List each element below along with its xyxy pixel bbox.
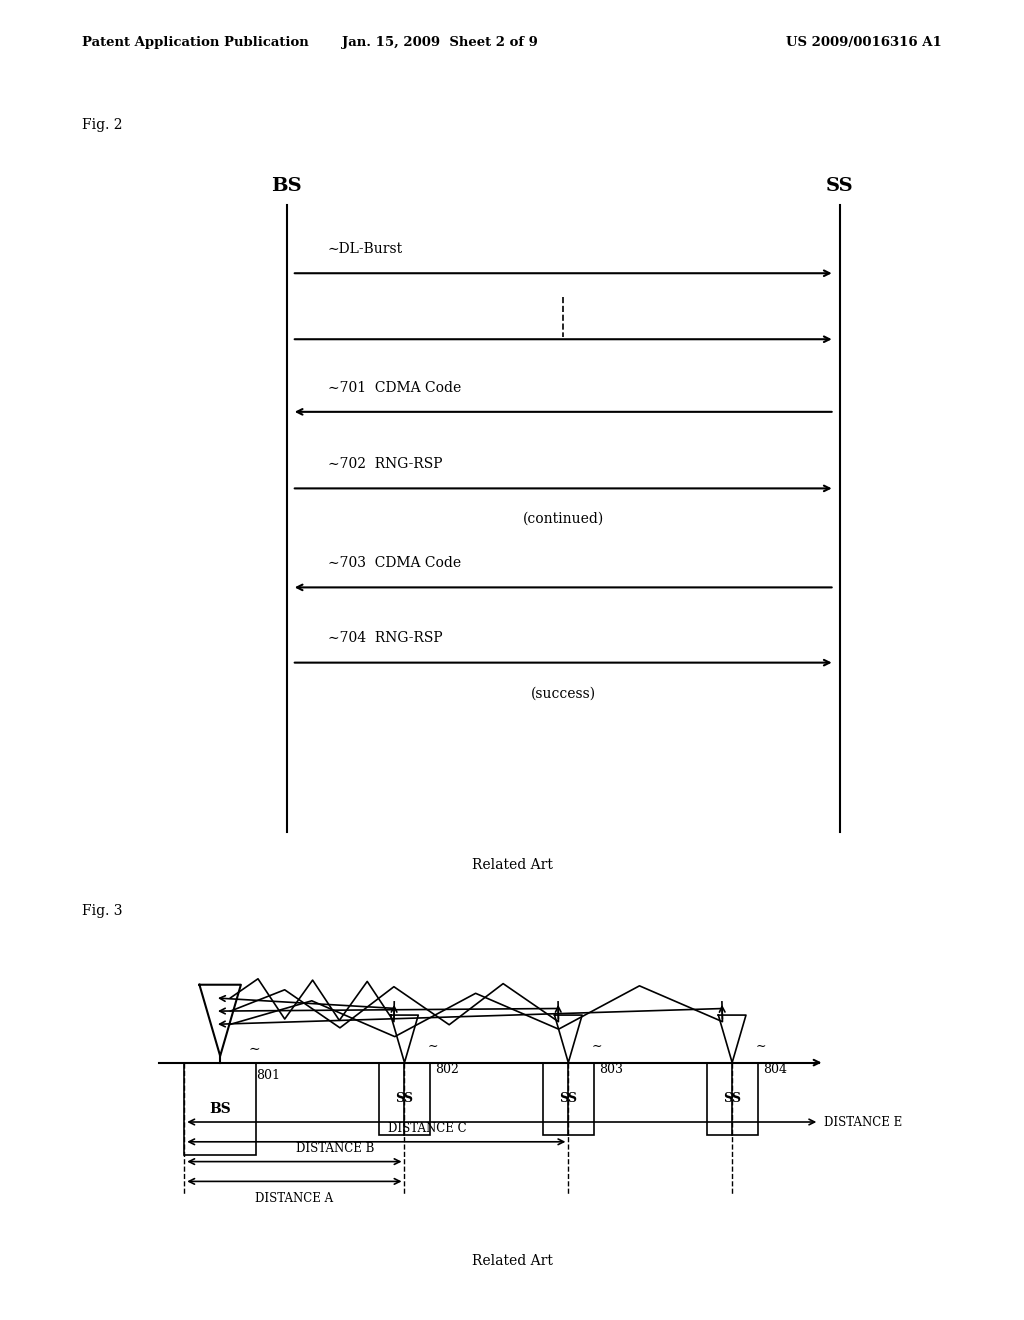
- Text: DISTANCE A: DISTANCE A: [255, 1192, 334, 1205]
- Text: ∼DL-Burst: ∼DL-Burst: [328, 242, 402, 256]
- Text: SS: SS: [559, 1093, 578, 1105]
- Text: Patent Application Publication: Patent Application Publication: [82, 36, 308, 49]
- Text: (continued): (continued): [522, 512, 604, 527]
- Text: Jan. 15, 2009  Sheet 2 of 9: Jan. 15, 2009 Sheet 2 of 9: [342, 36, 539, 49]
- Text: 802: 802: [435, 1063, 459, 1076]
- Text: Fig. 2: Fig. 2: [82, 119, 123, 132]
- Text: BS: BS: [209, 1102, 231, 1115]
- Text: US 2009/0016316 A1: US 2009/0016316 A1: [786, 36, 942, 49]
- Text: ∼704  RNG-RSP: ∼704 RNG-RSP: [328, 631, 442, 645]
- Text: ∼702  RNG-RSP: ∼702 RNG-RSP: [328, 457, 442, 471]
- Bar: [379, 1063, 430, 1135]
- Text: 801: 801: [256, 1069, 280, 1082]
- Text: 804: 804: [763, 1063, 786, 1076]
- Text: ∼: ∼: [428, 1040, 438, 1053]
- Bar: [184, 1063, 256, 1155]
- Text: Related Art: Related Art: [472, 1254, 552, 1267]
- Text: Fig. 3: Fig. 3: [82, 904, 123, 917]
- Text: ∼703  CDMA Code: ∼703 CDMA Code: [328, 556, 461, 570]
- Text: ∼701  CDMA Code: ∼701 CDMA Code: [328, 380, 461, 395]
- Text: Related Art: Related Art: [472, 858, 552, 871]
- Text: SS: SS: [826, 177, 853, 195]
- Text: SS: SS: [395, 1093, 414, 1105]
- Text: DISTANCE B: DISTANCE B: [296, 1142, 375, 1155]
- Text: (success): (success): [530, 686, 596, 701]
- Text: 803: 803: [599, 1063, 623, 1076]
- Bar: [707, 1063, 758, 1135]
- Bar: [543, 1063, 594, 1135]
- Text: ∼: ∼: [249, 1043, 260, 1056]
- Text: BS: BS: [271, 177, 302, 195]
- Text: DISTANCE C: DISTANCE C: [388, 1122, 467, 1135]
- Text: SS: SS: [723, 1093, 741, 1105]
- Text: ∼: ∼: [592, 1040, 602, 1053]
- Text: DISTANCE E: DISTANCE E: [824, 1115, 902, 1129]
- Text: ∼: ∼: [756, 1040, 766, 1053]
